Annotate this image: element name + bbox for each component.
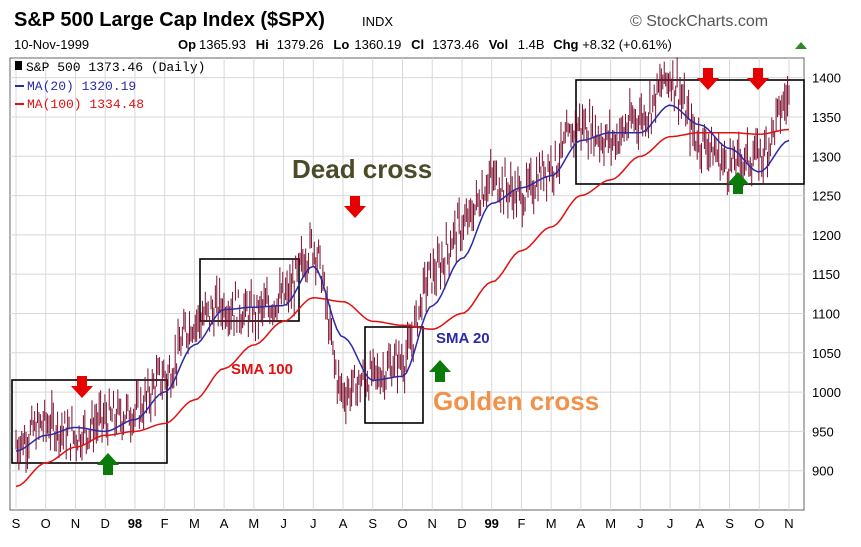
exchange-label: INDX <box>362 14 393 29</box>
sell-arrow-down-icon <box>747 68 769 90</box>
y-tick-label: 1150 <box>812 267 840 282</box>
quote-value-chg: +8.32 (+0.61%) <box>582 37 672 52</box>
quote-label-cl: Cl <box>411 37 424 52</box>
x-tick-label: 98 <box>128 516 142 531</box>
x-tick-label: M <box>605 516 616 531</box>
x-tick-label: M <box>248 516 259 531</box>
quote-row: Op 1365.93 Hi 1379.26 Lo 1360.19 Cl 1373.46 Vol 1… <box>178 37 807 52</box>
brand-logo: © StockCharts.com <box>630 13 768 30</box>
buy-arrow-up-icon <box>97 453 119 475</box>
x-tick-label: F <box>517 516 525 531</box>
x-tick-label: D <box>100 516 109 531</box>
y-tick-label: 1200 <box>812 228 841 243</box>
y-tick-label: 1100 <box>812 306 840 321</box>
x-tick-label: M <box>189 516 200 531</box>
quote-value-vol: 1.4B <box>518 37 545 52</box>
x-tick-label: J <box>637 516 644 531</box>
y-tick-label: 950 <box>812 424 834 439</box>
quote-date: 10-Nov-1999 <box>14 37 89 52</box>
sell-arrow-down-icon <box>71 376 93 398</box>
quote-value-lo: 1360.19 <box>354 37 401 52</box>
sma20-label: SMA 20 <box>436 330 490 347</box>
legend-ma20: MA(20) 1320.19 <box>27 79 136 94</box>
y-tick-label: 1300 <box>812 149 841 164</box>
x-tick-label: A <box>695 516 704 531</box>
plot-area <box>9 57 805 511</box>
highlight-box <box>11 379 168 464</box>
highlight-boxes <box>11 79 805 464</box>
x-tick-label: A <box>220 516 229 531</box>
sell-arrow-down-icon <box>697 68 719 90</box>
quote-label-hi: Hi <box>256 37 269 52</box>
x-tick-label: A <box>577 516 586 531</box>
quote-value-cl: 1373.46 <box>432 37 479 52</box>
x-tick-label: J <box>667 516 674 531</box>
x-tick-label: O <box>754 516 764 531</box>
y-tick-label: 1250 <box>812 189 841 204</box>
grid <box>10 58 804 510</box>
y-tick-label: 1400 <box>812 71 841 86</box>
ma100-line <box>15 128 790 488</box>
plot-frame <box>9 57 805 511</box>
golden-cross-label: Golden cross <box>433 386 599 416</box>
x-tick-label: N <box>784 516 793 531</box>
x-tick-label: F <box>161 516 169 531</box>
quote-label-vol: Vol <box>489 37 508 52</box>
signal-arrows <box>71 68 769 475</box>
x-tick-label: D <box>457 516 466 531</box>
sell-arrow-down-icon <box>344 196 366 218</box>
buy-arrow-up-icon <box>727 172 749 194</box>
change-up-icon <box>795 42 807 49</box>
y-axis: 900 950 1000 1050 1100 1150 1200 1250 1300 1350 14… <box>812 71 841 479</box>
chart-header: S&P 500 Large Cap Index ($SPX) INDX © St… <box>14 9 807 52</box>
quote-label-chg: Chg <box>553 37 578 52</box>
buy-arrow-up-icon <box>429 360 451 382</box>
x-tick-label: S <box>368 516 377 531</box>
y-tick-label: 1350 <box>812 110 841 125</box>
sma100-label: SMA 100 <box>231 361 293 378</box>
price-bars <box>15 57 790 473</box>
x-axis: S O N D 98 F M A M J J A S O N D 99 F M A M J J A S O N <box>12 516 794 531</box>
x-tick-label: 99 <box>484 516 498 531</box>
y-tick-label: 900 <box>812 464 834 479</box>
x-tick-label: O <box>41 516 51 531</box>
legend-ma100: MA(100) 1334.48 <box>27 97 144 112</box>
x-tick-label: M <box>546 516 557 531</box>
chart-title: S&P 500 Large Cap Index ($SPX) <box>14 9 325 31</box>
x-tick-label: N <box>71 516 80 531</box>
x-tick-label: J <box>280 516 287 531</box>
legend: S&P 500 1373.46 (Daily) MA(20) 1320.19 M… <box>15 60 205 112</box>
quote-value-hi: 1379.26 <box>277 37 324 52</box>
y-tick-label: 1000 <box>812 385 841 400</box>
quote-value-op: 1365.93 <box>199 37 246 52</box>
x-tick-label: S <box>12 516 21 531</box>
y-tick-label: 1050 <box>812 346 841 361</box>
legend-price-swatch <box>15 61 22 70</box>
quote-label-op: Op <box>178 37 196 52</box>
quote-label-lo: Lo <box>333 37 349 52</box>
highlight-box <box>575 79 805 185</box>
highlight-box <box>364 326 424 424</box>
ma20-line <box>15 104 790 452</box>
x-tick-label: A <box>339 516 348 531</box>
x-tick-label: O <box>397 516 407 531</box>
dead-cross-label: Dead cross <box>292 154 432 184</box>
x-tick-label: S <box>725 516 734 531</box>
legend-price: S&P 500 1373.46 (Daily) <box>26 60 205 75</box>
x-tick-label: N <box>428 516 437 531</box>
x-tick-label: J <box>310 516 317 531</box>
